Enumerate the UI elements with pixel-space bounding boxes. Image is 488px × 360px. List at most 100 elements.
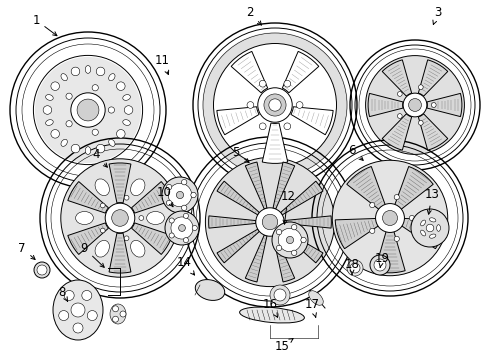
Polygon shape: [374, 231, 405, 273]
Circle shape: [271, 222, 307, 258]
Circle shape: [124, 236, 129, 240]
Ellipse shape: [61, 139, 67, 147]
Text: 13: 13: [424, 188, 439, 214]
Polygon shape: [272, 235, 294, 282]
Circle shape: [291, 225, 296, 230]
Polygon shape: [290, 107, 332, 135]
Circle shape: [284, 123, 290, 130]
Circle shape: [176, 192, 183, 199]
Circle shape: [66, 121, 72, 127]
Polygon shape: [382, 60, 411, 96]
Polygon shape: [284, 216, 331, 228]
Circle shape: [169, 218, 174, 223]
Circle shape: [35, 57, 141, 163]
Circle shape: [397, 114, 401, 118]
Circle shape: [66, 93, 72, 99]
Circle shape: [408, 215, 414, 221]
Circle shape: [71, 67, 80, 76]
Circle shape: [278, 228, 301, 252]
Circle shape: [246, 102, 253, 108]
Circle shape: [64, 291, 74, 301]
Ellipse shape: [428, 218, 435, 222]
Circle shape: [183, 213, 188, 219]
Circle shape: [276, 229, 281, 235]
Circle shape: [92, 85, 98, 91]
Circle shape: [382, 211, 397, 225]
Circle shape: [168, 183, 191, 207]
Circle shape: [178, 225, 185, 231]
Text: 11: 11: [154, 54, 169, 75]
Ellipse shape: [85, 66, 91, 73]
Circle shape: [81, 291, 92, 301]
Polygon shape: [401, 219, 444, 249]
Ellipse shape: [130, 179, 144, 195]
Ellipse shape: [108, 139, 115, 147]
Polygon shape: [426, 93, 461, 117]
Polygon shape: [282, 51, 318, 93]
Circle shape: [408, 99, 421, 112]
Polygon shape: [109, 163, 131, 203]
Circle shape: [124, 195, 129, 200]
Circle shape: [349, 263, 359, 273]
Circle shape: [43, 106, 52, 114]
Circle shape: [181, 180, 186, 185]
Ellipse shape: [436, 225, 440, 231]
Circle shape: [162, 177, 198, 213]
Circle shape: [369, 255, 389, 275]
Circle shape: [296, 102, 303, 108]
Circle shape: [100, 203, 105, 208]
Ellipse shape: [195, 280, 224, 300]
Ellipse shape: [53, 280, 103, 340]
Circle shape: [112, 306, 118, 312]
Circle shape: [410, 209, 448, 247]
Circle shape: [139, 216, 143, 220]
Text: 4: 4: [92, 148, 107, 167]
Ellipse shape: [108, 74, 115, 81]
Ellipse shape: [76, 211, 93, 225]
Polygon shape: [262, 123, 287, 163]
Circle shape: [375, 203, 404, 233]
Circle shape: [268, 99, 281, 111]
Text: 18: 18: [344, 258, 359, 274]
Ellipse shape: [239, 307, 304, 323]
Circle shape: [393, 236, 399, 242]
Circle shape: [164, 211, 199, 245]
Circle shape: [37, 265, 47, 275]
Circle shape: [259, 123, 265, 130]
Circle shape: [286, 237, 293, 244]
Circle shape: [108, 107, 114, 113]
Circle shape: [284, 80, 290, 87]
Circle shape: [59, 311, 69, 320]
Text: 17: 17: [304, 298, 319, 317]
Text: 7: 7: [18, 242, 35, 260]
Circle shape: [273, 289, 285, 301]
Polygon shape: [208, 216, 255, 228]
Circle shape: [166, 184, 171, 190]
Circle shape: [166, 200, 171, 206]
Text: 10: 10: [156, 185, 173, 207]
Ellipse shape: [122, 95, 130, 100]
Polygon shape: [131, 223, 172, 255]
Ellipse shape: [45, 120, 53, 125]
Circle shape: [71, 144, 80, 153]
Ellipse shape: [308, 291, 323, 305]
Text: 6: 6: [347, 144, 363, 160]
Circle shape: [96, 144, 104, 153]
Circle shape: [418, 121, 422, 125]
Ellipse shape: [110, 304, 126, 324]
Polygon shape: [272, 162, 294, 209]
Text: 19: 19: [374, 252, 389, 267]
Circle shape: [92, 129, 98, 135]
Polygon shape: [231, 51, 267, 93]
Polygon shape: [68, 181, 108, 213]
Polygon shape: [109, 233, 131, 273]
Circle shape: [264, 94, 285, 116]
Circle shape: [105, 203, 135, 233]
Circle shape: [190, 192, 196, 198]
Polygon shape: [346, 166, 385, 210]
Polygon shape: [394, 166, 432, 210]
Circle shape: [269, 285, 289, 305]
Text: 8: 8: [58, 285, 67, 301]
Circle shape: [120, 311, 126, 317]
Text: 3: 3: [432, 5, 441, 24]
